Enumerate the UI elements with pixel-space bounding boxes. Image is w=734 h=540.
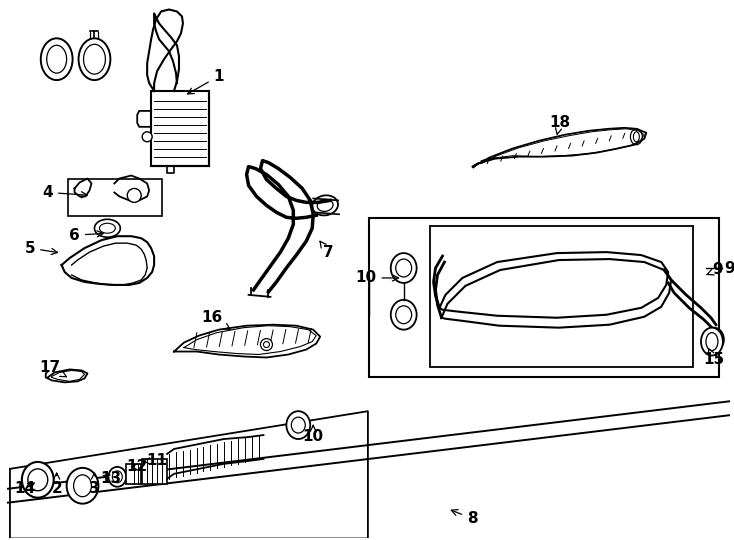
Ellipse shape <box>95 219 120 237</box>
Text: 11: 11 <box>143 454 167 468</box>
Ellipse shape <box>127 188 141 202</box>
Ellipse shape <box>47 45 67 73</box>
Ellipse shape <box>291 417 305 433</box>
Text: 14: 14 <box>14 481 35 496</box>
Text: 6: 6 <box>69 228 103 242</box>
Text: 17: 17 <box>39 360 66 377</box>
Ellipse shape <box>312 195 338 215</box>
Text: 13: 13 <box>101 471 122 487</box>
Ellipse shape <box>67 468 98 504</box>
Ellipse shape <box>704 328 724 352</box>
Ellipse shape <box>22 462 54 498</box>
Ellipse shape <box>701 328 723 355</box>
Bar <box>369 218 719 377</box>
Ellipse shape <box>706 333 718 350</box>
Ellipse shape <box>396 306 412 323</box>
Text: 4: 4 <box>43 185 87 200</box>
Text: 10: 10 <box>355 271 399 286</box>
Text: 15: 15 <box>703 349 724 367</box>
Text: 1: 1 <box>188 69 224 94</box>
Text: 5: 5 <box>24 241 57 255</box>
Ellipse shape <box>28 469 48 491</box>
Text: 9: 9 <box>707 262 723 278</box>
Ellipse shape <box>286 411 310 439</box>
Ellipse shape <box>142 132 152 141</box>
Bar <box>429 226 693 367</box>
Bar <box>126 464 141 484</box>
Text: 18: 18 <box>549 116 570 134</box>
Text: 3: 3 <box>89 473 100 496</box>
Ellipse shape <box>631 129 642 145</box>
Ellipse shape <box>396 259 412 277</box>
Bar <box>68 179 162 217</box>
Ellipse shape <box>390 253 417 283</box>
Ellipse shape <box>264 342 269 348</box>
Ellipse shape <box>99 223 115 233</box>
Ellipse shape <box>390 300 417 329</box>
Text: 2: 2 <box>51 473 62 496</box>
Text: 16: 16 <box>201 310 230 329</box>
Bar <box>142 459 167 484</box>
Text: 12: 12 <box>126 460 148 474</box>
Ellipse shape <box>41 38 73 80</box>
Ellipse shape <box>73 475 92 497</box>
Ellipse shape <box>109 467 126 487</box>
Text: 10: 10 <box>302 426 324 443</box>
Ellipse shape <box>84 44 106 74</box>
Text: 7: 7 <box>320 241 333 260</box>
Ellipse shape <box>79 38 110 80</box>
Ellipse shape <box>633 132 639 141</box>
Text: 9: 9 <box>724 260 734 275</box>
Ellipse shape <box>261 339 272 350</box>
Text: 8: 8 <box>451 510 478 526</box>
Ellipse shape <box>708 332 720 348</box>
Ellipse shape <box>112 471 123 483</box>
Ellipse shape <box>317 199 333 211</box>
Bar <box>151 91 208 166</box>
